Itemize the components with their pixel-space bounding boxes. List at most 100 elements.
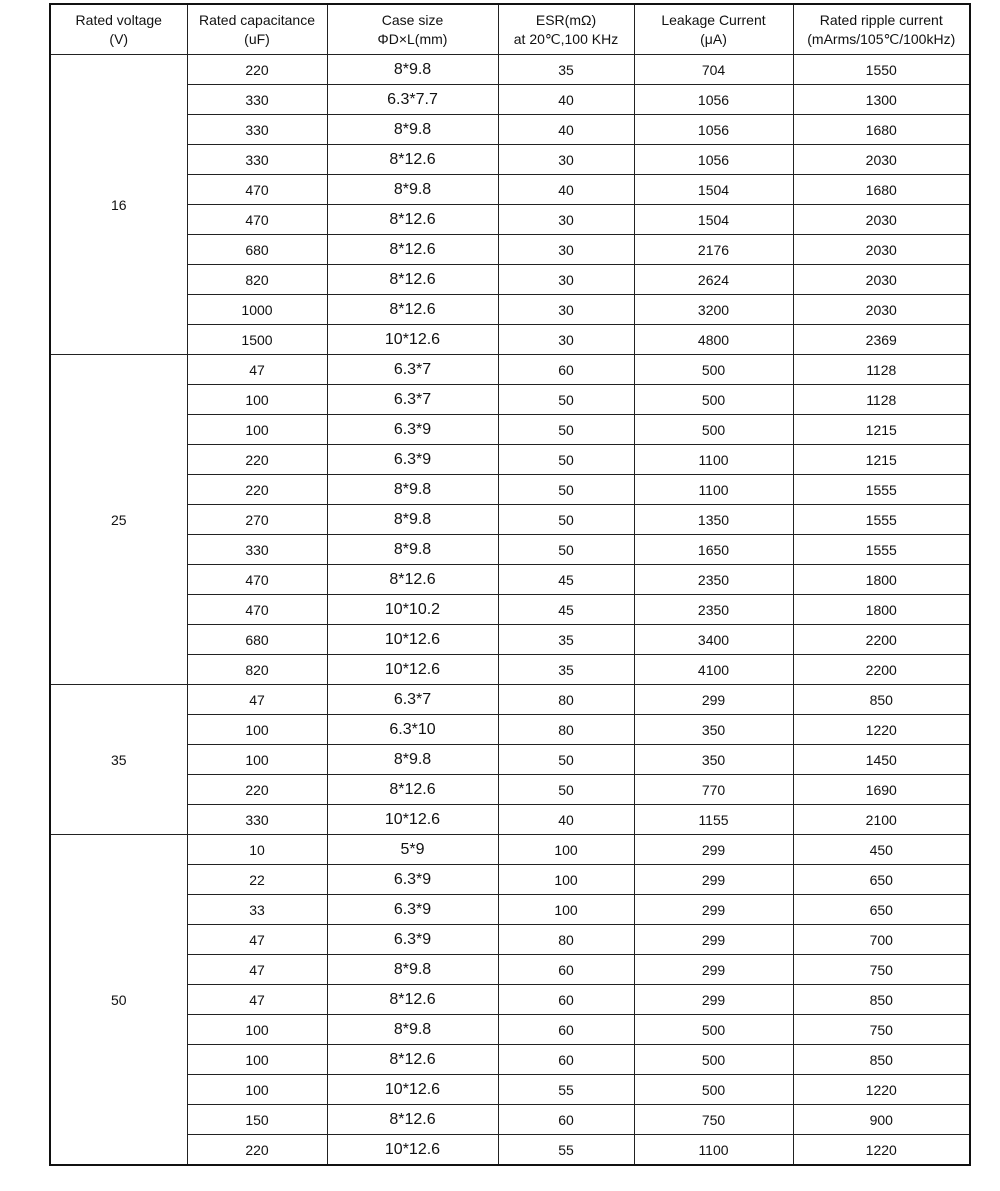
case-size-cell: 8*9.8 bbox=[326, 534, 499, 565]
case-size-cell: 8*12.6 bbox=[326, 264, 499, 295]
leakage-current-cell: 1056 bbox=[633, 84, 794, 115]
ripple-current-cell: 750 bbox=[792, 954, 971, 985]
table-row: 47 6.3*9 80 299 700 bbox=[50, 924, 971, 955]
capacitance-cell: 270 bbox=[186, 504, 328, 535]
case-size-cell: 8*9.8 bbox=[326, 114, 499, 145]
leakage-current-cell: 1350 bbox=[633, 504, 794, 535]
case-size-cell: 10*12.6 bbox=[326, 654, 499, 685]
capacitance-cell: 470 bbox=[186, 174, 328, 205]
esr-cell: 60 bbox=[497, 354, 635, 385]
table-row: 470 10*10.2 45 2350 1800 bbox=[50, 594, 971, 625]
esr-cell: 40 bbox=[497, 114, 635, 145]
leakage-current-cell: 500 bbox=[633, 354, 794, 385]
esr-cell: 45 bbox=[497, 594, 635, 625]
table-row: 33 6.3*9 100 299 650 bbox=[50, 894, 971, 925]
ripple-current-cell: 700 bbox=[792, 924, 971, 955]
header-line: Rated ripple current bbox=[819, 11, 943, 28]
esr-cell: 60 bbox=[497, 954, 635, 985]
ripple-current-cell: 2200 bbox=[792, 624, 971, 655]
capacitance-cell: 47 bbox=[186, 354, 328, 385]
ripple-current-cell: 850 bbox=[792, 1044, 971, 1075]
ripple-current-cell: 2030 bbox=[792, 204, 971, 235]
capacitance-cell: 100 bbox=[186, 414, 328, 445]
leakage-current-cell: 500 bbox=[633, 1014, 794, 1045]
table-row: 100 8*12.6 60 500 850 bbox=[50, 1044, 971, 1075]
ripple-current-cell: 1450 bbox=[792, 744, 971, 775]
ripple-current-cell: 1220 bbox=[792, 714, 971, 745]
capacitance-cell: 220 bbox=[186, 54, 328, 85]
leakage-current-cell: 1155 bbox=[633, 804, 794, 835]
header-line: ESR(mΩ) bbox=[535, 11, 597, 28]
esr-cell: 35 bbox=[497, 624, 635, 655]
case-size-cell: 8*12.6 bbox=[326, 144, 499, 175]
capacitance-cell: 470 bbox=[186, 594, 328, 625]
leakage-current-cell: 350 bbox=[633, 744, 794, 775]
ripple-current-cell: 1555 bbox=[792, 534, 971, 565]
case-size-cell: 10*12.6 bbox=[326, 1074, 499, 1105]
ripple-current-cell: 750 bbox=[792, 1014, 971, 1045]
leakage-current-cell: 1100 bbox=[633, 474, 794, 505]
header-line: Leakage Current bbox=[661, 11, 766, 28]
case-size-cell: 8*9.8 bbox=[326, 504, 499, 535]
ripple-current-cell: 900 bbox=[792, 1104, 971, 1135]
leakage-current-cell: 704 bbox=[633, 54, 794, 85]
esr-cell: 40 bbox=[497, 84, 635, 115]
capacitance-cell: 220 bbox=[186, 1134, 328, 1166]
esr-cell: 60 bbox=[497, 1044, 635, 1075]
header-rated-capacitance: Rated capacitance (uF) bbox=[186, 3, 328, 55]
table-row: 820 8*12.6 30 2624 2030 bbox=[50, 264, 971, 295]
leakage-current-cell: 750 bbox=[633, 1104, 794, 1135]
leakage-current-cell: 1650 bbox=[633, 534, 794, 565]
table-row: 47 8*12.6 60 299 850 bbox=[50, 984, 971, 1015]
table-row: 1500 10*12.6 30 4800 2369 bbox=[50, 324, 971, 355]
table-row: 330 8*9.8 40 1056 1680 bbox=[50, 114, 971, 145]
header-esr: ESR(mΩ) at 20℃,100 KHz bbox=[497, 3, 635, 55]
header-unit: (mArms/105℃/100kHz) bbox=[807, 30, 956, 47]
leakage-current-cell: 1504 bbox=[633, 174, 794, 205]
header-case-size: Case size ΦD×L(mm) bbox=[326, 3, 499, 55]
header-leakage-current: Leakage Current (μA) bbox=[633, 3, 794, 55]
esr-cell: 60 bbox=[497, 984, 635, 1015]
case-size-cell: 6.3*7 bbox=[326, 354, 499, 385]
esr-cell: 100 bbox=[497, 864, 635, 895]
esr-cell: 30 bbox=[497, 294, 635, 325]
table-row: 330 8*9.8 50 1650 1555 bbox=[50, 534, 971, 565]
ripple-current-cell: 850 bbox=[792, 984, 971, 1015]
leakage-current-cell: 4100 bbox=[633, 654, 794, 685]
case-size-cell: 6.3*9 bbox=[326, 414, 499, 445]
capacitance-cell: 220 bbox=[186, 774, 328, 805]
case-size-cell: 10*12.6 bbox=[326, 1134, 499, 1166]
capacitance-cell: 47 bbox=[186, 924, 328, 955]
esr-cell: 40 bbox=[497, 804, 635, 835]
leakage-current-cell: 500 bbox=[633, 1044, 794, 1075]
table-row: 100 6.3*7 50 500 1128 bbox=[50, 384, 971, 415]
table-row: 25 47 6.3*7 60 500 1128 bbox=[49, 354, 971, 685]
capacitance-cell: 1500 bbox=[186, 324, 328, 355]
case-size-cell: 8*12.6 bbox=[326, 294, 499, 325]
capacitance-cell: 220 bbox=[186, 474, 328, 505]
case-size-cell: 8*9.8 bbox=[326, 474, 499, 505]
capacitance-cell: 10 bbox=[186, 834, 328, 865]
table-row: 330 6.3*7.7 40 1056 1300 bbox=[50, 84, 971, 115]
header-rated-voltage: Rated voltage (V) bbox=[49, 3, 188, 55]
esr-cell: 60 bbox=[497, 1014, 635, 1045]
ripple-current-cell: 2030 bbox=[792, 294, 971, 325]
case-size-cell: 8*12.6 bbox=[326, 984, 499, 1015]
capacitance-cell: 47 bbox=[186, 684, 328, 715]
rated-voltage-cell: 50 bbox=[49, 834, 188, 1166]
header-unit: at 20℃,100 KHz bbox=[513, 30, 619, 47]
esr-cell: 45 bbox=[497, 564, 635, 595]
case-size-cell: 8*12.6 bbox=[326, 204, 499, 235]
esr-cell: 40 bbox=[497, 174, 635, 205]
table-row: 820 10*12.6 35 4100 2200 bbox=[50, 654, 971, 685]
rated-voltage-cell: 16 bbox=[49, 54, 188, 355]
esr-cell: 60 bbox=[497, 1104, 635, 1135]
ripple-current-cell: 2100 bbox=[792, 804, 971, 835]
esr-cell: 50 bbox=[497, 534, 635, 565]
table-row: 100 10*12.6 55 500 1220 bbox=[50, 1074, 971, 1105]
header-unit: ΦD×L(mm) bbox=[377, 30, 448, 47]
esr-cell: 35 bbox=[497, 54, 635, 85]
ripple-current-cell: 1215 bbox=[792, 444, 971, 475]
ripple-current-cell: 2030 bbox=[792, 144, 971, 175]
header-line: Case size bbox=[381, 11, 444, 28]
